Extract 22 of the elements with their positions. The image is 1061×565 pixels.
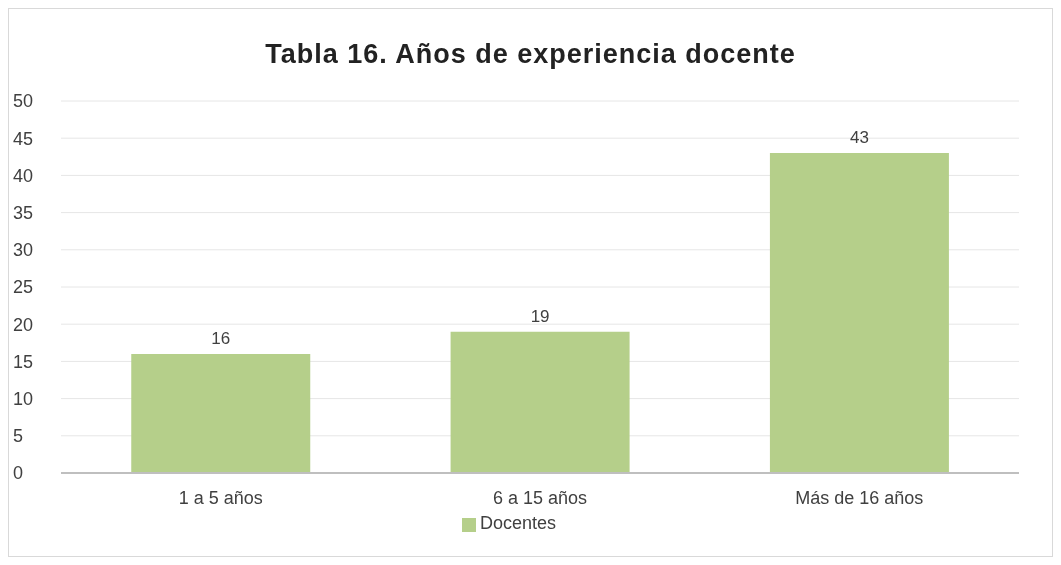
bar	[769, 153, 949, 473]
bar	[450, 331, 630, 473]
y-tick-label: 40	[13, 165, 34, 186]
x-tick-label: Más de 16 años	[795, 487, 924, 508]
data-label: 16	[211, 328, 231, 348]
bar	[131, 353, 311, 473]
y-tick-label: 10	[13, 388, 34, 409]
data-label: 43	[849, 128, 869, 148]
y-tick-label: 35	[13, 202, 34, 223]
y-tick-label: 15	[13, 351, 34, 372]
data-label: 19	[530, 306, 550, 326]
x-tick-label: 1 a 5 años	[178, 487, 263, 508]
y-tick-label: 45	[13, 128, 34, 149]
y-tick-label: 25	[13, 277, 34, 298]
y-tick-label: 50	[13, 91, 34, 112]
y-tick-label: 20	[13, 314, 34, 335]
y-tick-label: 5	[13, 426, 24, 447]
y-tick-label: 0	[13, 463, 24, 484]
legend-label: Docentes	[479, 513, 557, 533]
y-tick-label: 30	[13, 240, 34, 261]
chart-title: Tabla 16. Años de experiencia docente	[264, 38, 797, 71]
x-tick-label: 6 a 15 años	[492, 487, 588, 508]
